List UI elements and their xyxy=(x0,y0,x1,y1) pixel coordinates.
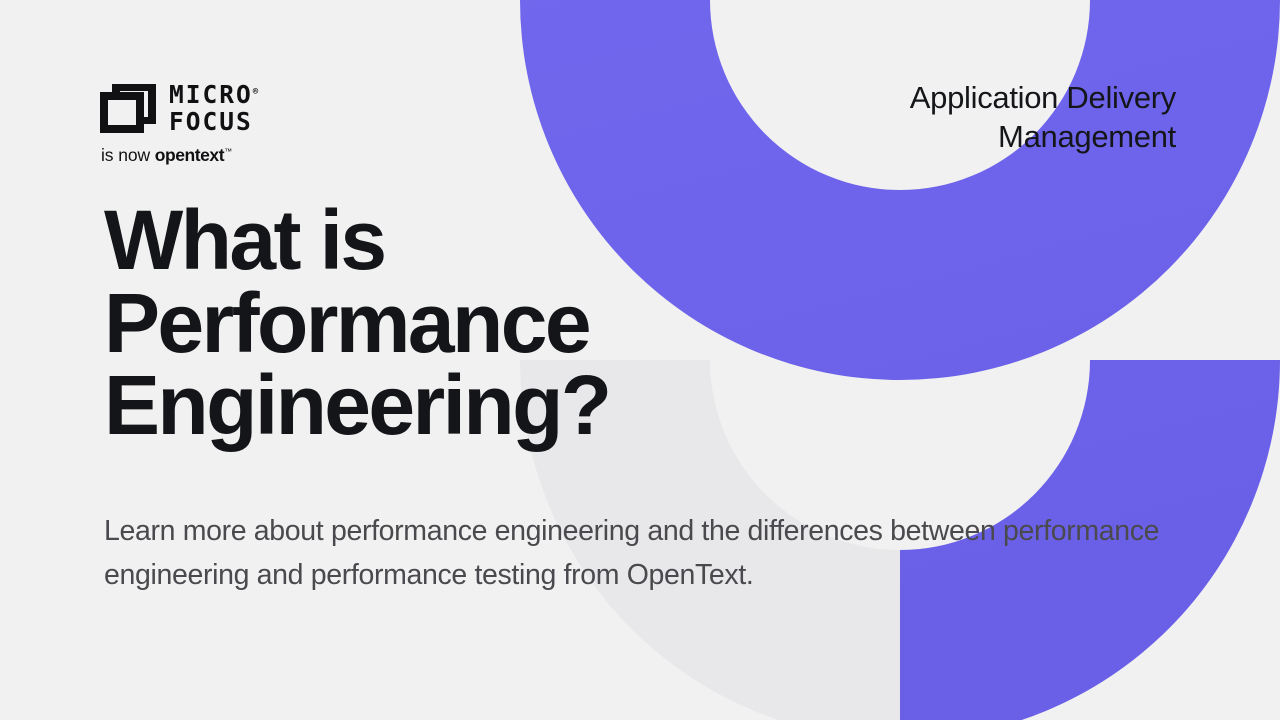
logo-lockup: MICRO® FOCUS xyxy=(100,82,400,134)
page-title: What is Performance Engineering? xyxy=(104,193,804,453)
product-name: Application Delivery Management xyxy=(736,78,1177,157)
opentext-wordmark: opentext xyxy=(154,145,225,165)
logo-wordmark: MICRO® FOCUS xyxy=(169,82,258,134)
logo-word-focus: FOCUS xyxy=(169,106,253,136)
headline-line-3: Engineering? xyxy=(104,358,612,453)
logo-tagline: is now opentext™ xyxy=(101,145,400,166)
brand-logo[interactable]: MICRO® FOCUS is now opentext™ xyxy=(100,82,400,166)
micro-focus-squares-mark-icon xyxy=(100,84,156,134)
product-name-line-1: Application Delivery xyxy=(909,80,1177,115)
headline-line-2: Performance xyxy=(104,275,592,370)
page-subtitle: Learn more about performance engineering… xyxy=(104,515,1160,592)
logo-word-micro: MICRO® xyxy=(169,80,259,109)
product-name-line-2: Management xyxy=(998,119,1176,155)
trademark-icon: ™ xyxy=(224,147,232,157)
headline-line-1: What is xyxy=(104,193,387,287)
registered-trademark-icon: ® xyxy=(252,86,259,97)
tagline-prefix: is now xyxy=(101,145,155,165)
